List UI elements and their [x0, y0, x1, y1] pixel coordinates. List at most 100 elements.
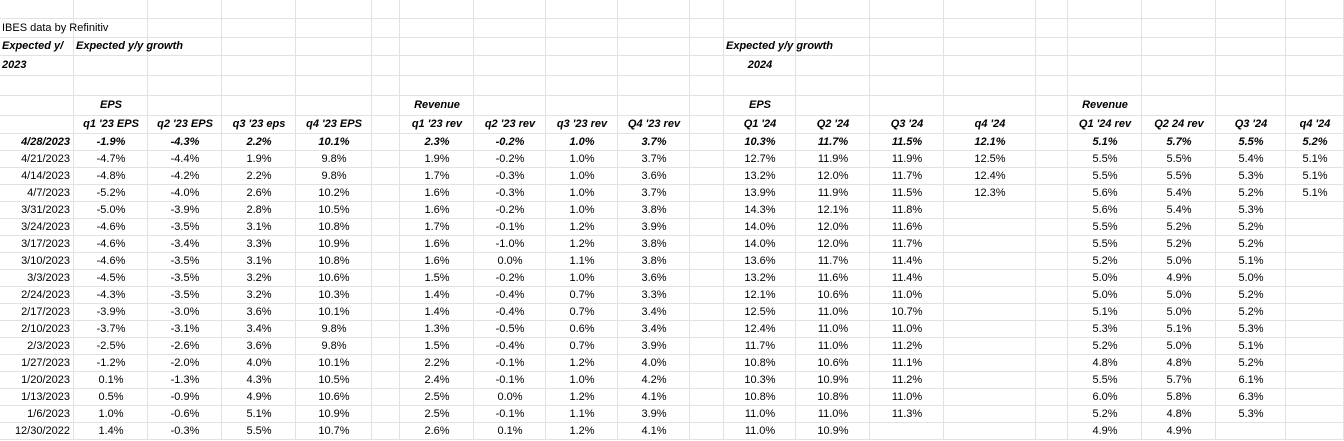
- cell: [296, 253, 372, 270]
- column-header: q4 '23 EPS: [306, 118, 362, 130]
- cell: [1142, 151, 1216, 168]
- cell: [296, 304, 372, 321]
- value-cell: -2.6%: [170, 339, 200, 352]
- cell: [1286, 38, 1344, 56]
- cell: [870, 76, 944, 96]
- cell: [148, 321, 222, 338]
- cell: [1036, 236, 1068, 253]
- value-cell: 11.5%: [891, 135, 923, 148]
- value-cell: 3.7%: [641, 186, 667, 199]
- value-cell: 1.9%: [246, 152, 272, 165]
- value-cell: 12.3%: [974, 186, 1006, 199]
- cell: [0, 270, 74, 287]
- cell: [372, 236, 400, 253]
- value-cell: 10.8%: [817, 390, 849, 403]
- year-label: 2023: [2, 59, 27, 71]
- value-cell: -0.5%: [495, 322, 525, 335]
- value-cell: 14.0%: [744, 220, 776, 233]
- date-cell: 1/20/2023: [21, 373, 70, 386]
- cell: [1068, 151, 1142, 168]
- value-cell: 12.1%: [744, 288, 776, 301]
- cell: [724, 116, 796, 134]
- value-cell: -3.5%: [170, 288, 200, 301]
- date-cell: 2/3/2023: [27, 339, 70, 352]
- value-cell: -0.3%: [495, 186, 525, 199]
- cell: [546, 185, 618, 202]
- cell: [474, 338, 546, 355]
- group-label: EPS: [99, 99, 122, 111]
- value-cell: -4.6%: [96, 220, 126, 233]
- value-cell: 5.5%: [246, 424, 272, 437]
- cell: [0, 253, 74, 270]
- value-cell: 10.1%: [318, 135, 350, 148]
- value-cell: -4.6%: [96, 254, 126, 267]
- cell: [372, 270, 400, 287]
- cell: [1036, 406, 1068, 423]
- value-cell: 10.6%: [817, 356, 849, 369]
- cell: [1036, 304, 1068, 321]
- cell: [870, 202, 944, 219]
- cell: [148, 96, 222, 116]
- value-cell: 10.3%: [744, 135, 776, 148]
- cell: [74, 185, 148, 202]
- cell: [74, 253, 148, 270]
- cell: [1216, 185, 1286, 202]
- value-cell: 1.1%: [569, 407, 595, 420]
- cell: [148, 338, 222, 355]
- cell: [400, 355, 474, 372]
- cell: [870, 321, 944, 338]
- cell: [690, 236, 724, 253]
- value-cell: 1.0%: [569, 373, 595, 386]
- value-cell: 3.6%: [246, 305, 272, 318]
- value-cell: -0.1%: [495, 407, 525, 420]
- value-cell: 10.6%: [318, 271, 350, 284]
- cell: [944, 219, 1036, 236]
- date-cell: 4/21/2023: [21, 152, 70, 165]
- value-cell: 11.0%: [891, 390, 923, 403]
- cell: [296, 56, 372, 76]
- cell: [372, 0, 400, 19]
- cell: [1036, 253, 1068, 270]
- value-cell: 13.9%: [744, 186, 776, 199]
- cell: [796, 116, 870, 134]
- cell: [400, 116, 474, 134]
- group-label: Revenue: [414, 99, 460, 111]
- cell: [1286, 19, 1344, 38]
- value-cell: 5.0%: [1166, 339, 1192, 352]
- cell: [690, 321, 724, 338]
- value-cell: 10.5%: [318, 203, 350, 216]
- cell: [796, 134, 870, 151]
- value-cell: 10.9%: [817, 424, 849, 437]
- cell: [944, 0, 1036, 19]
- cell: [546, 0, 618, 19]
- cell: [1036, 19, 1068, 38]
- cell: [870, 19, 944, 38]
- cell: [1142, 355, 1216, 372]
- cell: [1286, 372, 1344, 389]
- cell: [372, 389, 400, 406]
- value-cell: 5.2%: [1092, 339, 1118, 352]
- cell: [546, 236, 618, 253]
- value-cell: -3.4%: [170, 237, 200, 250]
- cell: [400, 253, 474, 270]
- cell: [148, 202, 222, 219]
- cell: [724, 236, 796, 253]
- cell: [1142, 168, 1216, 185]
- value-cell: 11.3%: [891, 407, 923, 420]
- cell: [796, 185, 870, 202]
- cell: [796, 253, 870, 270]
- column-header: q1 '23 rev: [411, 118, 463, 130]
- value-cell: 11.8%: [891, 203, 923, 216]
- cell: [74, 321, 148, 338]
- cell: [474, 304, 546, 321]
- cell: [372, 19, 400, 38]
- cell: [546, 253, 618, 270]
- value-cell: 1.0%: [569, 186, 595, 199]
- cell: [222, 423, 296, 440]
- cell: [1216, 116, 1286, 134]
- cell: [796, 202, 870, 219]
- cell: [1142, 134, 1216, 151]
- cell: [618, 76, 690, 96]
- cell: [546, 134, 618, 151]
- cell: [400, 219, 474, 236]
